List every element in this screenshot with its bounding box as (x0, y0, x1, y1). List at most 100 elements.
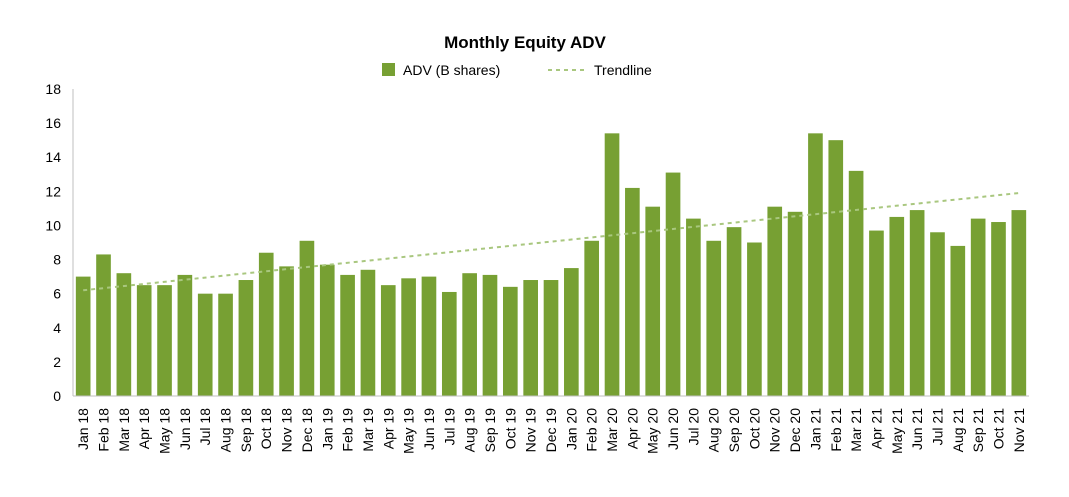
bar-jun-21 (909, 210, 925, 396)
chart-title: Monthly Equity ADV (444, 33, 606, 52)
x-tick-label: Aug 19 (462, 408, 478, 453)
x-tick-label: Aug 20 (706, 408, 722, 453)
bar-sep-20 (726, 227, 742, 396)
x-tick-label: Apr 21 (868, 408, 884, 449)
x-tick-label: Oct 18 (258, 408, 274, 449)
x-tick-label: Jun 20 (665, 408, 681, 450)
bars (75, 133, 1027, 396)
bar-jun-19 (421, 276, 437, 396)
x-tick-label: Nov 18 (279, 408, 295, 453)
x-tick-label: Feb 18 (96, 408, 112, 452)
x-tick-label: Jan 19 (319, 408, 335, 450)
x-tick-label: Sep 21 (970, 408, 986, 453)
x-tick-label: Sep 19 (482, 408, 498, 453)
x-tick-label: Dec 18 (299, 408, 315, 453)
bar-feb-20 (584, 240, 600, 396)
bar-aug-20 (706, 240, 722, 396)
bar-apr-19 (380, 285, 396, 396)
x-tick-label: Sep 18 (238, 408, 254, 453)
bar-may-18 (157, 285, 172, 396)
bar-nov-21 (1011, 210, 1027, 396)
x-tick-label: Sep 20 (726, 408, 742, 453)
x-tick-label: Mar 18 (116, 408, 132, 452)
bar-jan-21 (808, 133, 823, 396)
y-tick-label: 4 (53, 320, 61, 336)
bar-mar-21 (848, 170, 864, 396)
bar-dec-19 (543, 280, 559, 396)
x-tick-label: Jun 19 (421, 408, 437, 450)
bar-feb-19 (340, 274, 355, 396)
x-tick-label: Jul 19 (441, 408, 457, 446)
bar-nov-20 (767, 206, 783, 396)
bar-may-21 (889, 216, 905, 396)
bar-jan-20 (564, 268, 579, 396)
legend-swatch-adv (382, 63, 395, 76)
bar-jun-18 (177, 274, 193, 396)
x-tick-label: May 20 (645, 408, 661, 454)
bar-dec-20 (787, 211, 803, 396)
bar-jan-19 (319, 264, 335, 396)
y-tick-label: 10 (45, 217, 61, 233)
bar-mar-20 (604, 133, 620, 396)
y-tick-label: 0 (53, 388, 61, 404)
x-tick-label: May 19 (401, 408, 417, 454)
bar-sep-19 (482, 274, 498, 396)
x-tick-label: Jul 21 (929, 408, 945, 446)
bar-sep-21 (970, 218, 986, 396)
bar-oct-21 (991, 222, 1006, 396)
x-tick-label: Jan 18 (75, 408, 91, 450)
x-tick-label: May 18 (157, 408, 173, 454)
x-tick-label: Mar 19 (360, 408, 376, 452)
x-tick-label: Oct 21 (990, 408, 1006, 449)
legend-label-adv: ADV (B shares) (403, 62, 500, 78)
x-tick-label: Mar 20 (604, 408, 620, 452)
x-tick-label: Nov 20 (767, 408, 783, 453)
x-tick-label: Oct 20 (746, 408, 762, 449)
x-tick-label: Dec 19 (543, 408, 559, 453)
bar-may-19 (401, 278, 416, 396)
bar-aug-19 (462, 273, 477, 396)
bar-sep-18 (238, 280, 254, 396)
y-tick-label: 16 (45, 115, 61, 131)
y-tick-label: 6 (53, 286, 61, 302)
x-tick-label: Feb 21 (828, 408, 844, 452)
x-tick-label: Apr 18 (136, 408, 152, 449)
bar-may-20 (645, 206, 661, 396)
bar-jun-20 (665, 172, 681, 396)
bar-nov-19 (523, 280, 538, 396)
bar-feb-18 (96, 254, 111, 396)
y-axis: 0 2 4 6 8 10 12 14 16 18 (45, 81, 74, 404)
x-tick-label: Jul 18 (197, 408, 213, 446)
bar-aug-21 (950, 245, 966, 396)
bar-aug-18 (218, 293, 233, 396)
bar-apr-18 (136, 285, 152, 396)
bar-mar-18 (116, 273, 132, 396)
bar-jan-18 (75, 276, 91, 396)
bar-jul-21 (930, 232, 945, 396)
x-tick-label: Aug 18 (218, 408, 234, 453)
bar-apr-20 (625, 187, 640, 396)
y-tick-label: 14 (45, 149, 61, 165)
x-tick-label: Feb 19 (340, 408, 356, 452)
bar-jul-19 (441, 291, 457, 396)
bar-mar-19 (360, 269, 376, 396)
bar-oct-19 (503, 286, 518, 396)
x-tick-label: Feb 20 (584, 408, 600, 452)
x-tick-label: Nov 19 (523, 408, 539, 453)
bar-feb-21 (828, 140, 844, 396)
bar-dec-18 (299, 240, 315, 396)
x-tick-label: May 21 (889, 408, 905, 454)
bar-oct-18 (258, 252, 274, 396)
x-tick-label: Aug 21 (950, 408, 966, 453)
x-tick-label: Apr 19 (380, 408, 396, 449)
y-tick-label: 2 (53, 354, 61, 370)
bar-oct-20 (747, 242, 762, 396)
bar-jul-20 (686, 218, 701, 396)
x-tick-label: Nov 21 (1011, 408, 1027, 453)
y-tick-label: 12 (45, 183, 61, 199)
legend-label-trendline: Trendline (594, 62, 652, 78)
bar-apr-21 (869, 230, 884, 396)
x-axis: Jan 18 Feb 18 Mar 18 Apr 18 May 18 Jun 18 Jul … (73, 395, 1029, 454)
